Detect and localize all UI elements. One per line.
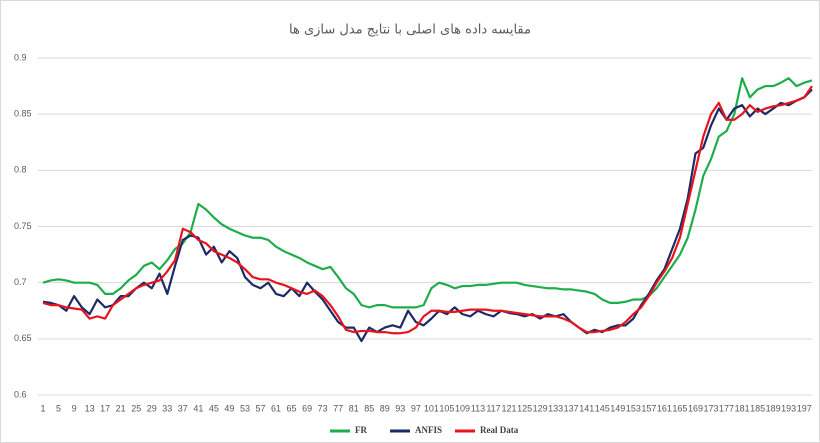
- x-tick-label: 173: [704, 403, 719, 413]
- x-tick-label: 21: [116, 403, 126, 413]
- x-tick-label: 61: [271, 403, 281, 413]
- x-tick-label: 77: [333, 403, 343, 413]
- y-tick-label: 0.7: [14, 277, 27, 287]
- y-tick-label: 0.6: [14, 389, 27, 399]
- x-tick-label: 41: [193, 403, 203, 413]
- x-tick-label: 57: [255, 403, 265, 413]
- x-tick-label: 9: [72, 403, 77, 413]
- x-tick-label: 185: [750, 403, 765, 413]
- y-tick-label: 0.65: [14, 333, 32, 343]
- x-tick-label: 153: [626, 403, 641, 413]
- x-tick-label: 145: [595, 403, 610, 413]
- x-tick-label: 101: [424, 403, 439, 413]
- legend-label: ANFIS: [415, 425, 442, 435]
- x-tick-label: 93: [395, 403, 405, 413]
- legend-label: FR: [355, 425, 367, 435]
- x-tick-label: 165: [672, 403, 687, 413]
- x-tick-label: 149: [610, 403, 625, 413]
- x-tick-label: 53: [240, 403, 250, 413]
- x-tick-label: 17: [100, 403, 110, 413]
- x-tick-label: 121: [502, 403, 517, 413]
- x-tick-label: 25: [131, 403, 141, 413]
- x-tick-label: 65: [287, 403, 297, 413]
- x-tick-label: 125: [517, 403, 532, 413]
- series-line: [42, 85, 813, 335]
- x-tick-label: 89: [380, 403, 390, 413]
- x-tick-label: 33: [162, 403, 172, 413]
- y-tick-label: 0.75: [14, 221, 32, 231]
- y-tick-label: 0.8: [14, 165, 27, 175]
- x-tick-label: 193: [781, 403, 796, 413]
- x-tick-label: 81: [349, 403, 359, 413]
- chart-title: مقایسه داده های اصلی با نتایج مدل سازی ه…: [289, 23, 531, 38]
- y-tick-label: 0.85: [14, 109, 32, 119]
- series-line: [42, 77, 813, 309]
- x-tick-label: 181: [735, 403, 750, 413]
- x-tick-label: 1: [40, 403, 45, 413]
- x-tick-label: 85: [364, 403, 374, 413]
- x-tick-label: 161: [657, 403, 672, 413]
- x-tick-label: 157: [641, 403, 656, 413]
- x-tick-label: 105: [439, 403, 454, 413]
- x-tick-label: 45: [209, 403, 219, 413]
- x-tick-label: 137: [564, 403, 579, 413]
- x-tick-label: 177: [719, 403, 734, 413]
- x-tick-label: 37: [178, 403, 188, 413]
- x-tick-label: 109: [455, 403, 470, 413]
- x-tick-label: 73: [318, 403, 328, 413]
- x-tick-label: 113: [471, 403, 485, 413]
- x-tick-label: 169: [688, 403, 703, 413]
- x-tick-label: 189: [766, 403, 781, 413]
- legend-label: Real Data: [480, 425, 519, 435]
- x-tick-label: 49: [224, 403, 234, 413]
- series-line: [42, 88, 813, 343]
- x-tick-label: 129: [533, 403, 548, 413]
- x-tick-label: 97: [411, 403, 421, 413]
- x-tick-label: 117: [486, 403, 500, 413]
- x-tick-label: 133: [548, 403, 563, 413]
- x-tick-label: 197: [797, 403, 812, 413]
- x-tick-label: 5: [56, 403, 61, 413]
- x-tick-label: 29: [147, 403, 157, 413]
- y-tick-label: 0.9: [14, 52, 27, 62]
- x-tick-label: 69: [302, 403, 312, 413]
- x-tick-label: 141: [579, 403, 594, 413]
- x-tick-label: 13: [85, 403, 95, 413]
